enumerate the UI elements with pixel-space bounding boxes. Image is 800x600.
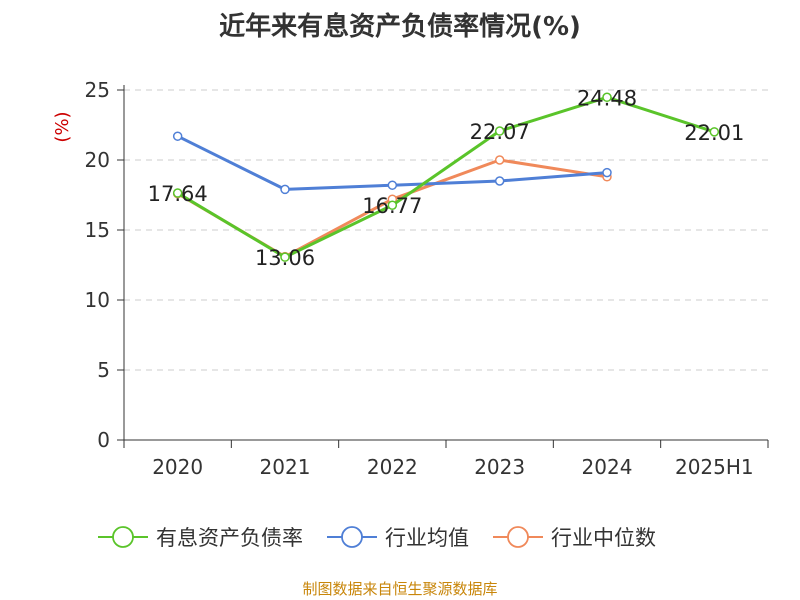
y-tick-label: 20	[85, 148, 110, 172]
data-labels: 17.64 13.06 16.77 22.07 24.48 22.01	[148, 86, 745, 270]
x-tick-label: 2021	[260, 455, 311, 479]
series-1	[172, 131, 612, 195]
data-label: 24.48	[577, 86, 637, 110]
data-point	[709, 127, 720, 137]
data-point	[494, 126, 505, 136]
grid-lines	[124, 89, 768, 371]
data-point	[387, 200, 398, 210]
data-point	[387, 180, 398, 190]
data-point	[494, 176, 505, 186]
x-tick-label: 2024	[582, 455, 633, 479]
data-label: 16.77	[362, 194, 422, 218]
data-label: 22.07	[470, 120, 530, 144]
x-tick-label: 2023	[474, 455, 525, 479]
data-point	[172, 131, 183, 141]
y-tick-label: 10	[85, 288, 110, 312]
legend-marker	[112, 526, 134, 548]
data-label: 13.06	[255, 246, 315, 270]
y-tick-label: 5	[97, 358, 110, 382]
data-label: 22.01	[684, 121, 744, 145]
y-axis-label: (%)	[52, 111, 73, 142]
legend-marker	[341, 526, 363, 548]
data-point	[280, 252, 290, 262]
legend-item-0: 有息资产负债率	[98, 526, 303, 550]
data-point	[494, 155, 505, 165]
legend-item-1: 行业均值	[327, 526, 469, 550]
legend-label: 行业均值	[385, 526, 469, 550]
legend-label: 行业中位数	[551, 526, 656, 550]
series	[172, 92, 720, 262]
data-point	[602, 167, 612, 178]
chart-title: 近年来有息资产负债率情况(%)	[219, 12, 581, 42]
source-note: 制图数据来自恒生聚源数据库	[302, 580, 498, 598]
legend-marker	[507, 526, 529, 548]
axes: 0 5 10 15 20 25 2020 2021 2022 2023 2024 2025H1	[85, 78, 769, 479]
x-tick-label: 2025H1	[675, 455, 754, 479]
legend: 有息资产负债率 行业均值 行业中位数	[98, 526, 656, 550]
data-label: 17.64	[148, 182, 208, 206]
data-point	[172, 188, 183, 198]
series-0	[172, 92, 720, 262]
legend-item-2: 行业中位数	[493, 526, 656, 550]
data-point	[602, 92, 612, 103]
x-tick-label: 2020	[152, 455, 203, 479]
y-tick-label: 0	[97, 428, 110, 452]
y-tick-label: 15	[85, 218, 110, 242]
series-line	[176, 95, 715, 259]
x-tick-label: 2022	[367, 455, 418, 479]
legend-label: 有息资产负债率	[156, 526, 303, 550]
data-point	[280, 184, 290, 195]
y-tick-label: 25	[85, 78, 110, 102]
